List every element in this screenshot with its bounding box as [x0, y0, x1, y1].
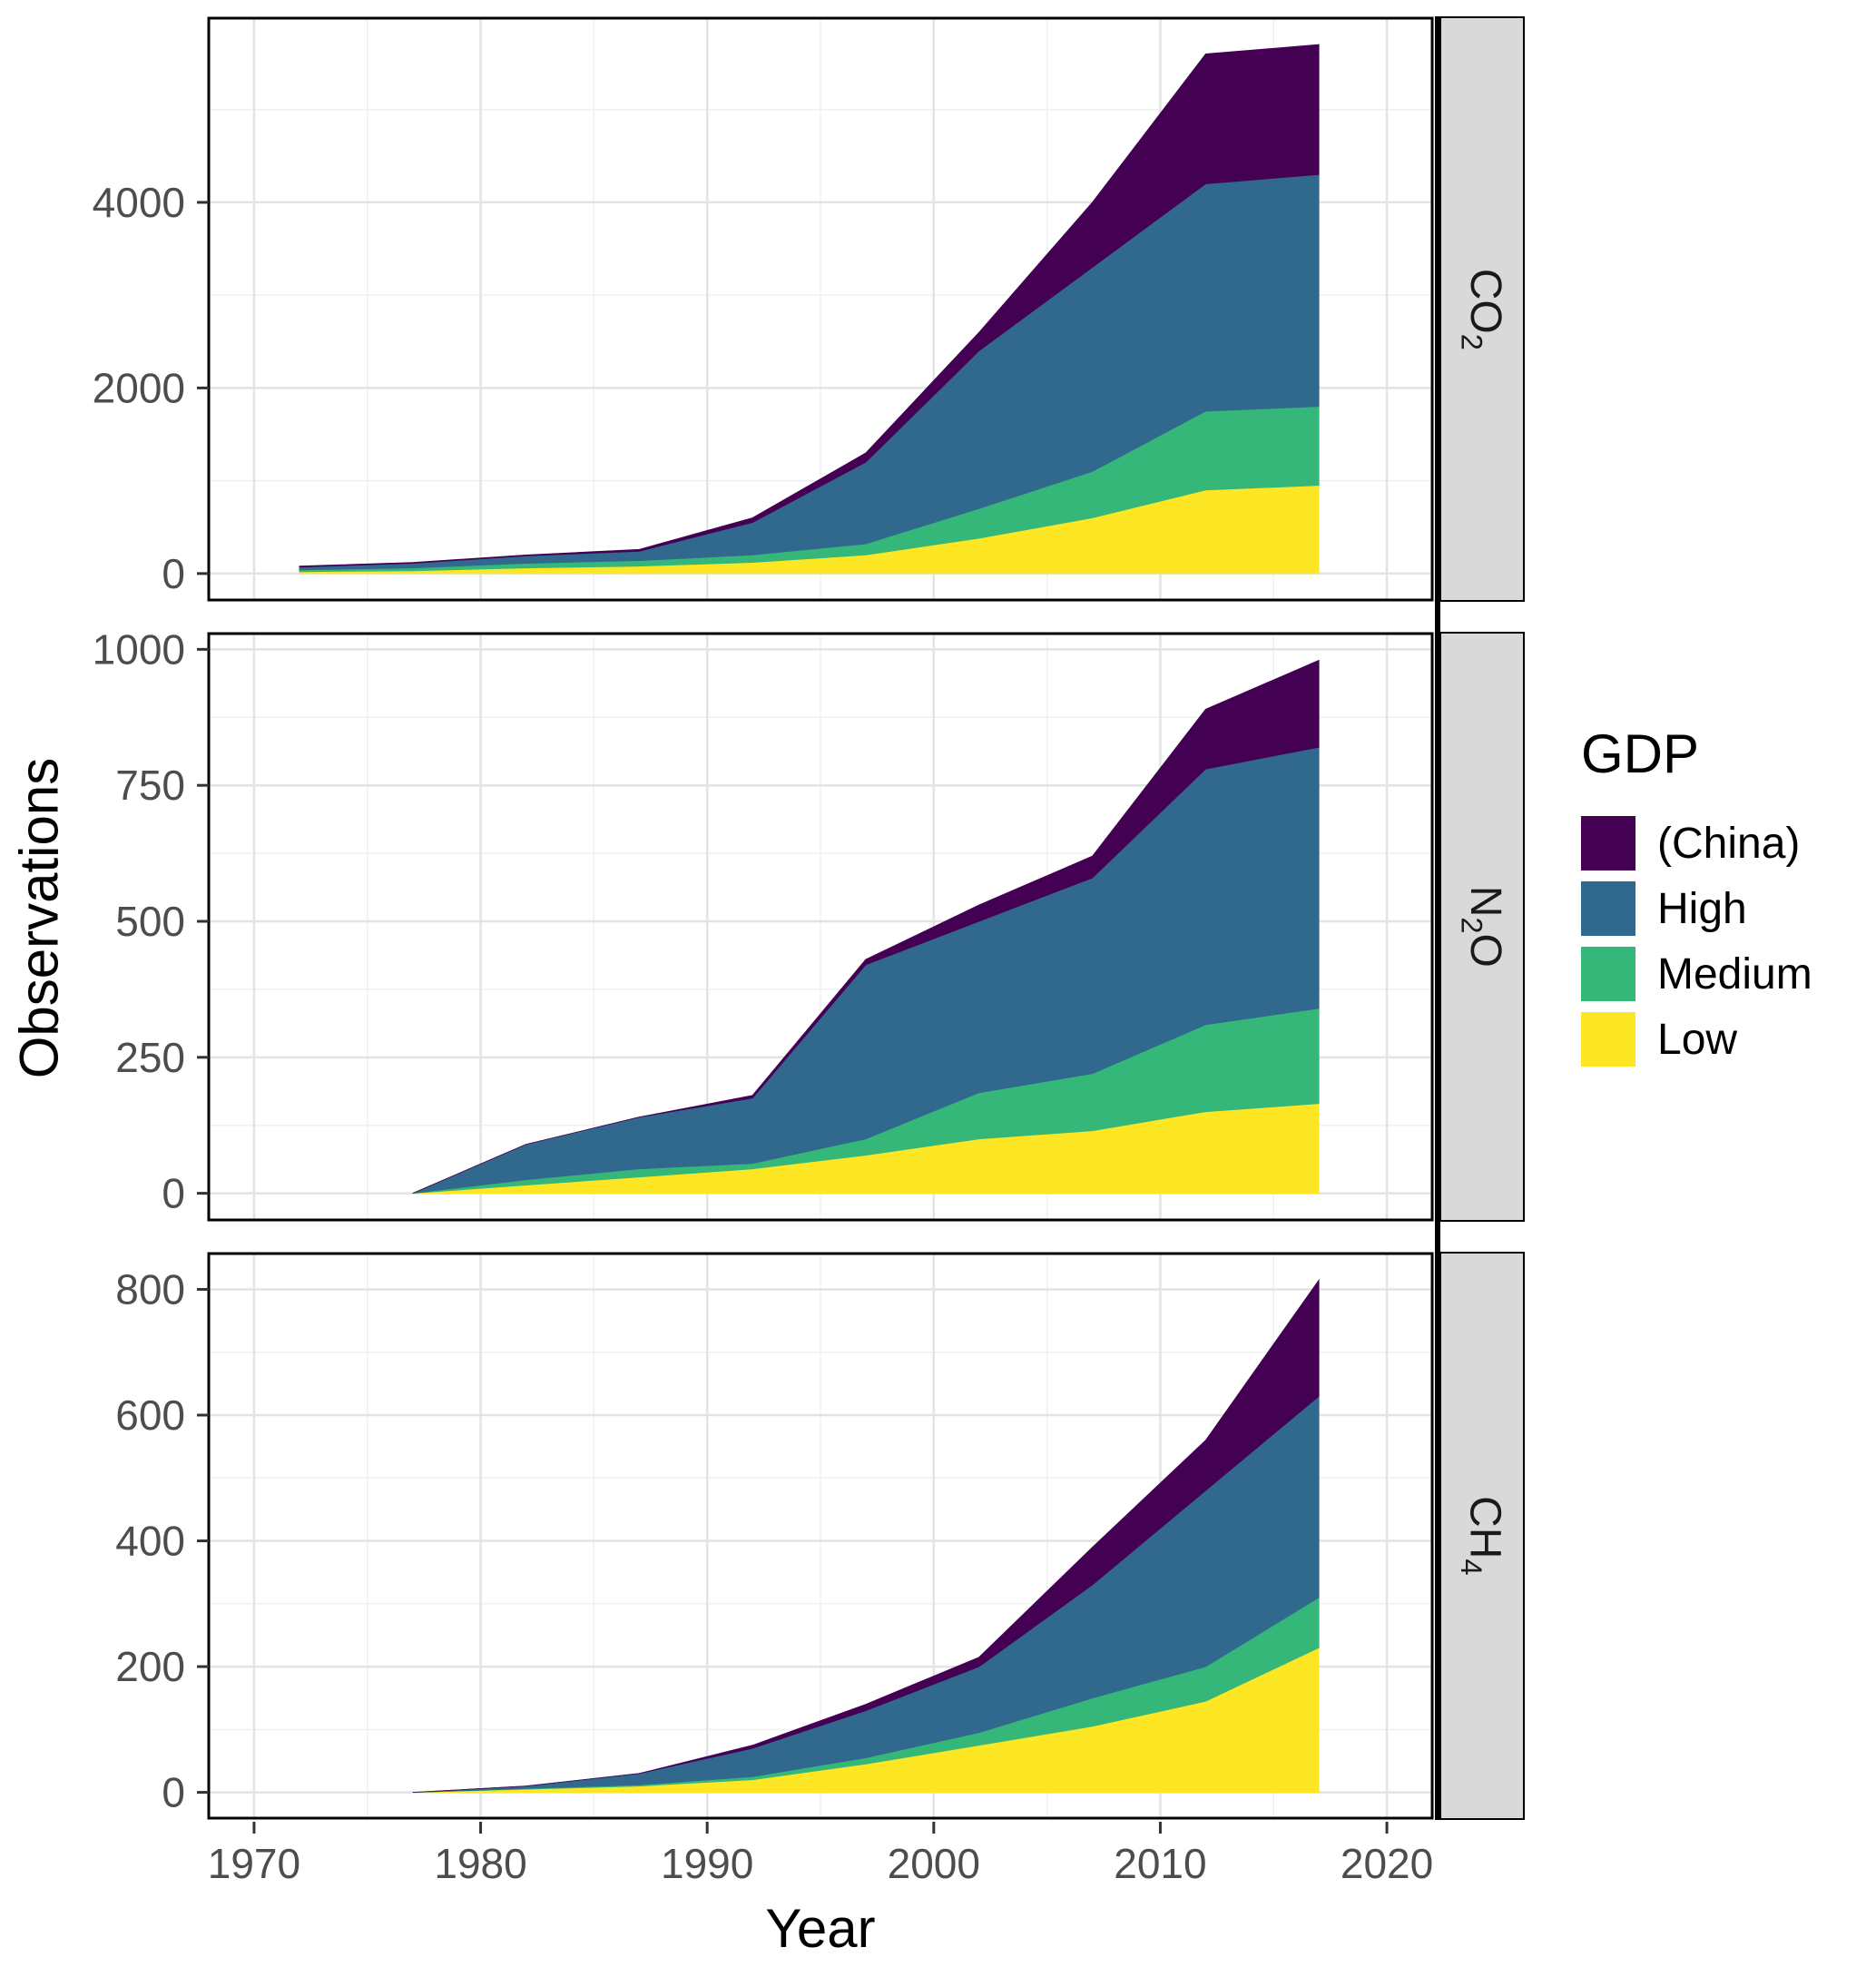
- x-tick-label: 2010: [1114, 1840, 1206, 1887]
- panel-n2o: 0 250 500 750 1000: [93, 625, 1434, 1222]
- area-china: [412, 1278, 1320, 1793]
- panel-border: [207, 632, 1434, 1222]
- x-axis: 1970 1980 1990 2000 2010 2020: [208, 1822, 1433, 1887]
- legend-swatch: [1581, 947, 1635, 1001]
- y-axis-ticks: 0 250 500 750 1000: [93, 625, 209, 1217]
- legend-item-label: Low: [1657, 1015, 1738, 1064]
- facet-strip-ch4: CH4: [1439, 1252, 1525, 1820]
- y-axis-ticks: 0 200 400 600 800: [115, 1265, 209, 1816]
- y-tick-label: 4000: [93, 179, 185, 226]
- facet-strip-label: N2O: [1455, 885, 1509, 969]
- y-tick-label: 500: [115, 898, 185, 945]
- y-axis-ticks: 0 2000 4000: [93, 179, 209, 597]
- y-tick-label: 750: [115, 762, 185, 809]
- legend-items: (China) High Medium Low: [1581, 816, 1871, 1067]
- legend-item: Low: [1581, 1012, 1871, 1067]
- x-tick-label: 2000: [888, 1840, 980, 1887]
- y-tick-label: 0: [162, 1769, 185, 1816]
- area-china: [412, 659, 1320, 1194]
- y-tick-label: 400: [115, 1518, 185, 1565]
- y-tick-label: 600: [115, 1392, 185, 1439]
- y-tick-label: 0: [162, 550, 185, 597]
- x-tick-label: 1980: [434, 1840, 526, 1887]
- legend-swatch: [1581, 816, 1635, 870]
- legend-item-label: (China): [1657, 819, 1801, 868]
- legend-swatch: [1581, 881, 1635, 936]
- legend-title: GDP: [1581, 723, 1700, 784]
- strip-spine: [1435, 16, 1440, 1820]
- panel-border: [207, 16, 1434, 602]
- panel-border: [207, 1252, 1434, 1820]
- y-tick-label: 200: [115, 1643, 185, 1690]
- area-china: [299, 44, 1320, 568]
- panel-co2: 0 2000 4000: [93, 16, 1434, 602]
- x-tick-label: 2020: [1341, 1840, 1433, 1887]
- y-tick-label: 1000: [93, 625, 185, 673]
- legend: GDP (China) High Medium Low: [1581, 723, 1871, 1077]
- legend-item: (China): [1581, 816, 1871, 870]
- legend-swatch: [1581, 1012, 1635, 1067]
- legend-item: High: [1581, 881, 1871, 936]
- y-tick-label: 0: [162, 1170, 185, 1217]
- y-tick-label: 800: [115, 1265, 185, 1313]
- facet-strip-n2o: N2O: [1439, 632, 1525, 1222]
- x-tick-label: 1970: [208, 1840, 300, 1887]
- x-axis-title: Year: [765, 1898, 876, 1959]
- panel-ch4: 0 200 400 600 800: [115, 1252, 1434, 1820]
- legend-item: Medium: [1581, 947, 1871, 1001]
- facet-strip-label: CH4: [1455, 1496, 1509, 1576]
- facet-strip-co2: CO2: [1439, 16, 1525, 602]
- x-tick-label: 1990: [661, 1840, 753, 1887]
- legend-item-label: Medium: [1657, 949, 1812, 998]
- legend-item-label: High: [1657, 884, 1747, 933]
- y-tick-label: 2000: [93, 364, 185, 411]
- y-tick-label: 250: [115, 1034, 185, 1081]
- facet-strip-label: CO2: [1455, 268, 1509, 350]
